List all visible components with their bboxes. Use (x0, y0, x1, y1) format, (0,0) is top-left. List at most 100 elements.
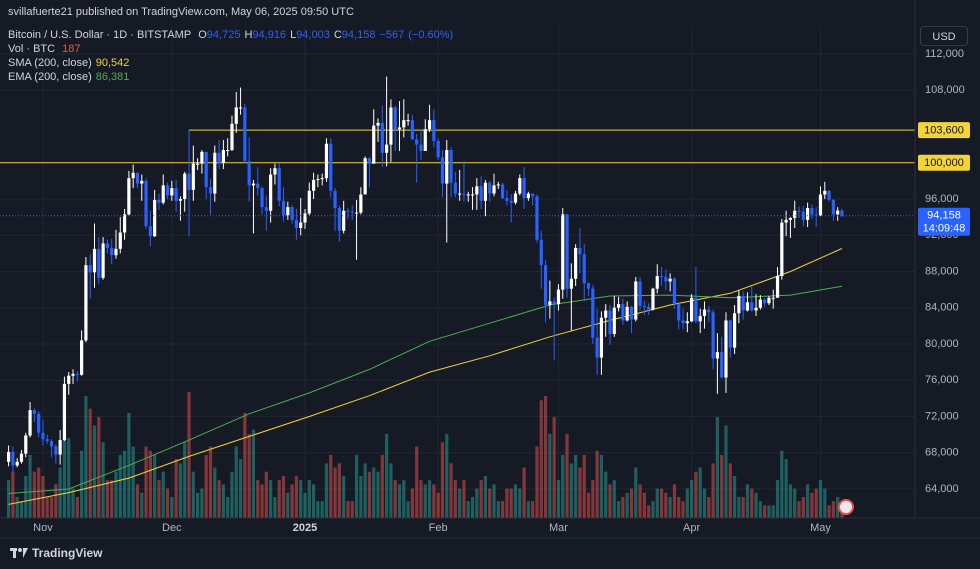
volume-bar (677, 496, 681, 518)
candle-body (711, 312, 715, 359)
candle-body (389, 107, 393, 145)
volume-bar (556, 480, 561, 518)
candle-body (715, 352, 719, 359)
candle-body (161, 185, 165, 203)
volume-bar (505, 488, 509, 518)
volume-bar (741, 496, 745, 518)
candle-body (470, 194, 475, 196)
candle-body (440, 157, 445, 184)
candle-body (165, 185, 170, 196)
candle-body (281, 200, 286, 216)
x-tick-label: Nov (33, 522, 53, 534)
volume-bar (230, 471, 234, 518)
candle-body (127, 178, 131, 215)
volume-bar (578, 467, 582, 518)
volume-bar (397, 484, 402, 518)
candle-body (462, 193, 466, 195)
candle-body (290, 207, 294, 220)
volume-bar (702, 488, 707, 518)
volume-bar (453, 480, 457, 518)
ohlc-value: 94,916 (252, 29, 287, 41)
candle-body (436, 141, 440, 158)
candle-body (208, 187, 213, 194)
candle-body (260, 188, 264, 208)
candle-body (535, 196, 539, 240)
candle-body (105, 243, 109, 248)
level-tag-label: 100,000 (924, 157, 964, 169)
currency-button[interactable]: USD (920, 26, 968, 46)
volume-bar (612, 480, 616, 518)
candle-body (299, 222, 303, 229)
candle-body (24, 435, 28, 454)
volume-bar (71, 488, 75, 518)
candle-body (780, 222, 784, 277)
volume-bar (655, 488, 659, 518)
plot (0, 26, 915, 518)
volume-bar (226, 496, 230, 518)
candle-body (324, 143, 329, 179)
volume-bar (797, 501, 801, 518)
candle-body (565, 214, 569, 289)
candle-body (629, 306, 634, 320)
volume-bar (49, 496, 54, 518)
volume-bar (406, 501, 410, 518)
candle-body (784, 219, 788, 223)
candle-body (806, 208, 810, 220)
x-tick-label: Mar (549, 522, 568, 534)
candle-body (612, 307, 616, 335)
volume-bar (256, 480, 260, 518)
candle-body (62, 383, 67, 441)
level-tag-label: 103,600 (924, 125, 964, 137)
volume-bar (320, 501, 324, 518)
candle-body (677, 304, 681, 321)
indicator-line (8, 285, 843, 494)
candle-body (15, 461, 19, 466)
volume-bar (599, 454, 604, 518)
candle-body (767, 297, 771, 304)
candle-body (264, 207, 268, 211)
volume-bar (213, 467, 217, 518)
candle-body (196, 163, 200, 165)
volume-bar (501, 501, 505, 518)
volume-bar (419, 480, 423, 518)
volume-bar (299, 480, 303, 518)
volume-bar (449, 463, 453, 518)
candle-body (449, 150, 453, 183)
volume-bar (15, 496, 19, 518)
candle-body (307, 190, 311, 214)
candle-body (92, 248, 97, 273)
volume-bar (806, 484, 810, 518)
volume-bar (251, 429, 256, 518)
volume-bar (466, 501, 470, 518)
candle-body (758, 299, 762, 308)
candle-body (432, 120, 436, 142)
y-tick-label: 112,000 (925, 48, 964, 60)
volume-bar (492, 484, 496, 518)
volume-bar (814, 488, 818, 518)
candle-body (690, 297, 694, 322)
candle-body (771, 297, 775, 299)
volume-bar (161, 471, 165, 518)
volume-bar (831, 501, 835, 518)
volume-bar (290, 484, 294, 518)
candle-body (801, 211, 805, 220)
candle-body (775, 276, 780, 298)
volume-bar (333, 467, 337, 518)
candle-body (191, 163, 195, 190)
y-tick-label: 84,000 (925, 302, 959, 314)
candle-body (591, 288, 595, 338)
candle-body (694, 297, 698, 322)
price-tag (918, 207, 970, 236)
brand-logo (10, 548, 28, 558)
candle-body (788, 218, 793, 220)
volume-bar (153, 454, 157, 518)
volume-bar (788, 484, 793, 518)
volume-bar (526, 501, 530, 518)
volume-bar (427, 480, 432, 518)
symbol-title: Bitcoin / U.S. Dollar · 1D · BITSTAMP (8, 29, 192, 41)
level-tag (918, 154, 970, 171)
volume-bar (88, 408, 92, 518)
volume-bar (621, 496, 625, 518)
candle-body (458, 193, 462, 195)
volume-bar (101, 442, 105, 518)
